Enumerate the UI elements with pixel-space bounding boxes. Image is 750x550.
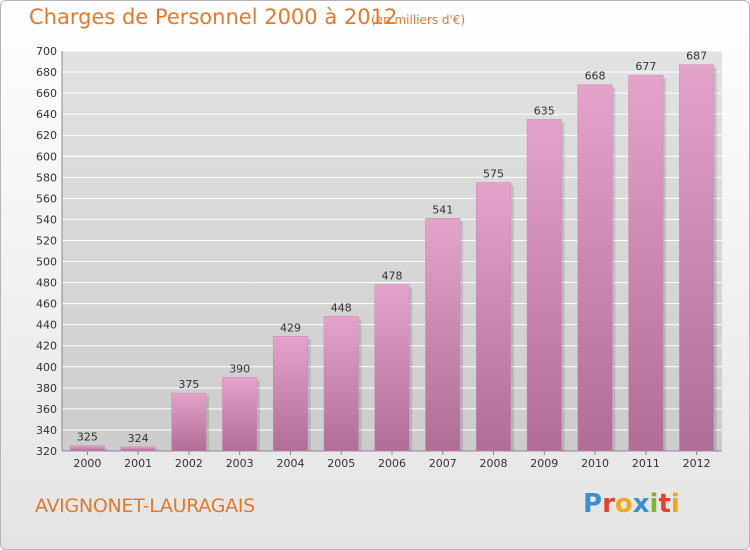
y-tick-label: 360 xyxy=(36,403,57,416)
y-tick-label: 680 xyxy=(36,66,57,79)
y-tick-label: 600 xyxy=(36,150,57,163)
x-tick-label: 2000 xyxy=(73,457,101,470)
bar-value-label: 541 xyxy=(432,203,453,216)
bar-value-label: 635 xyxy=(534,104,555,117)
bar xyxy=(679,64,715,452)
y-tick-label: 340 xyxy=(36,424,57,437)
y-tick-label: 660 xyxy=(36,87,57,100)
bar-value-label: 668 xyxy=(585,70,606,83)
bar xyxy=(374,284,410,452)
y-tick-label: 700 xyxy=(36,45,57,58)
bar-value-label: 677 xyxy=(635,60,656,73)
bar-value-label: 375 xyxy=(178,378,199,391)
y-tick-label: 480 xyxy=(36,277,57,290)
x-tick-label: 2001 xyxy=(124,457,152,470)
bar-value-label: 575 xyxy=(483,168,504,181)
bar-value-label: 324 xyxy=(128,432,149,445)
bar xyxy=(577,84,613,452)
y-tick-label: 540 xyxy=(36,213,57,226)
bar xyxy=(425,218,461,452)
y-tick-label: 560 xyxy=(36,192,57,205)
commune-name: AVIGNONET-LAURAGAIS xyxy=(35,495,255,517)
bar-value-label: 390 xyxy=(229,362,250,375)
x-tick-label: 2004 xyxy=(276,457,304,470)
x-tick-label: 2010 xyxy=(581,457,609,470)
x-tick-label: 2009 xyxy=(530,457,558,470)
proxiti-logo: Proxiti xyxy=(583,489,680,519)
y-tick-label: 640 xyxy=(36,108,57,121)
y-tick-label: 620 xyxy=(36,129,57,142)
x-tick-label: 2007 xyxy=(429,457,457,470)
y-tick-label: 440 xyxy=(36,319,57,332)
bar xyxy=(476,182,512,452)
bar-value-label: 687 xyxy=(686,50,707,63)
bar-value-label: 478 xyxy=(382,270,403,283)
y-tick-label: 500 xyxy=(36,256,57,269)
bar xyxy=(272,336,308,452)
y-tick-label: 520 xyxy=(36,234,57,247)
bar-value-label: 325 xyxy=(77,431,98,444)
bar xyxy=(69,445,105,452)
bar xyxy=(628,74,664,452)
x-tick-label: 2003 xyxy=(226,457,254,470)
x-tick-label: 2002 xyxy=(175,457,203,470)
x-tick-label: 2005 xyxy=(327,457,355,470)
y-tick-label: 460 xyxy=(36,298,57,311)
bar xyxy=(120,446,156,452)
bar-value-label: 448 xyxy=(331,301,352,314)
bar xyxy=(171,392,207,452)
x-tick-label: 2008 xyxy=(480,457,508,470)
y-tick-label: 400 xyxy=(36,361,57,374)
chart-title: Charges de Personnel 2000 à 2012 xyxy=(29,5,398,29)
bar-value-label: 429 xyxy=(280,321,301,334)
x-tick-label: 2006 xyxy=(378,457,406,470)
y-tick-label: 580 xyxy=(36,171,57,184)
x-tick-label: 2011 xyxy=(632,457,660,470)
y-tick-label: 420 xyxy=(36,340,57,353)
y-tick-label: 320 xyxy=(36,445,57,458)
bar xyxy=(323,316,359,452)
x-tick-label: 2012 xyxy=(683,457,711,470)
bar xyxy=(526,119,562,452)
bar xyxy=(222,377,258,452)
chart-subtitle: (en milliers d'€) xyxy=(371,13,466,27)
y-tick-label: 380 xyxy=(36,382,57,395)
